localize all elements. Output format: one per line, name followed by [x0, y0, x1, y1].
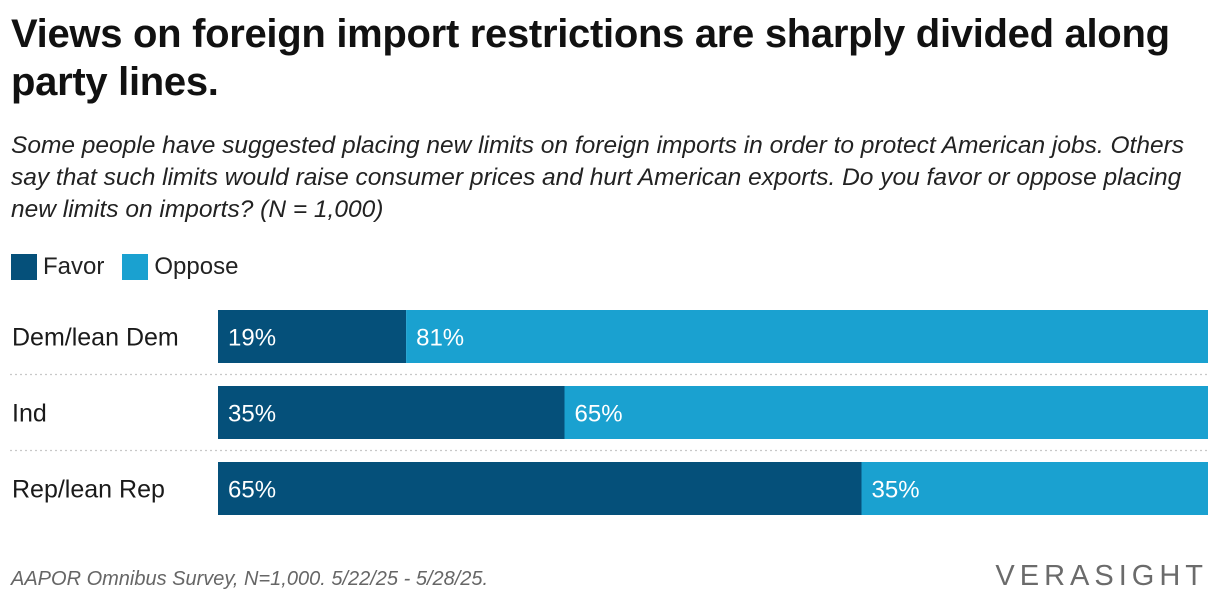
stacked-bar-chart: Dem/lean Dem 19% 81% Ind 35% 65% Rep/lean Rep 6…	[10, 310, 1209, 515]
legend-label-oppose: Oppose	[154, 253, 239, 280]
data-label-dem-lean-dem-favor: 19%	[228, 325, 276, 352]
category-label-rep-lean-rep: Rep/lean Rep	[12, 476, 165, 504]
chart-subtitle: Some people have suggested placing new l…	[11, 132, 1184, 223]
data-label-ind-oppose: 65%	[575, 401, 623, 428]
legend-swatch-oppose	[122, 254, 149, 280]
data-label-ind-favor: 35%	[228, 401, 276, 428]
bar-dem-lean-dem-favor	[218, 310, 407, 363]
category-label-dem-lean-dem: Dem/lean Dem	[12, 324, 179, 352]
data-label-rep-lean-rep-oppose: 35%	[872, 477, 920, 504]
brand-logo: VERASIGHT	[995, 560, 1208, 592]
legend-item-favor: Favor	[11, 253, 104, 281]
bar-ind-oppose	[564, 386, 1208, 439]
bar-ind-favor	[218, 386, 565, 439]
bar-rep-lean-rep-favor	[218, 462, 862, 515]
legend-swatch-favor	[11, 254, 37, 280]
legend-item-oppose: Oppose	[122, 253, 238, 281]
legend: Favor Oppose	[11, 252, 256, 282]
data-label-rep-lean-rep-favor: 65%	[228, 477, 276, 504]
chart-title: Views on foreign import restrictions are…	[11, 12, 1170, 104]
data-label-dem-lean-dem-oppose: 81%	[416, 325, 464, 352]
source-note: AAPOR Omnibus Survey, N=1,000. 5/22/25 -…	[11, 568, 489, 590]
bar-rep-lean-rep-oppose	[861, 462, 1208, 515]
category-label-ind: Ind	[12, 400, 47, 428]
legend-label-favor: Favor	[43, 253, 105, 280]
bar-dem-lean-dem-oppose	[406, 310, 1209, 363]
